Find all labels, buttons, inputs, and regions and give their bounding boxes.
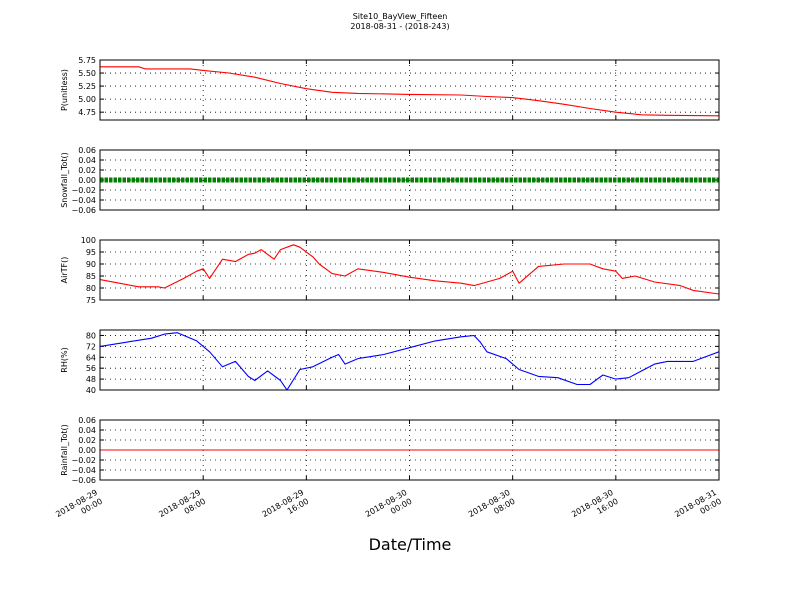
panel-4: 80 72 64 56 48 40 RH(%) xyxy=(60,329,720,395)
y-axis-label: Rainfall_Tot() xyxy=(60,424,69,476)
panels-group: 5.755.505.255.004.75P(unitless)0.060.040… xyxy=(60,56,720,485)
panel-1: 5.75 5.50 5.25 5.00 4.75 P(unitless) xyxy=(60,56,720,121)
y-tick-label: 90 xyxy=(86,260,96,269)
y-tick-label: 0.00 xyxy=(78,176,96,185)
y-tick-label: 0.04 xyxy=(78,156,96,165)
y-tick-label: −0.06 xyxy=(71,476,96,485)
y-tick-label: 5.00 xyxy=(78,95,96,104)
y-tick-label: 40 xyxy=(86,386,96,395)
y-tick-label: 80 xyxy=(86,331,96,340)
y-axis-label: AirTF() xyxy=(60,257,69,284)
series-line xyxy=(100,66,719,117)
y-tick-label: 0.02 xyxy=(78,166,96,175)
y-tick-label: 0.02 xyxy=(78,436,96,445)
panel-5: 0.060.040.020.00−0.02−0.04−0.06Rainfall_… xyxy=(60,416,720,485)
y-tick-label: 0.04 xyxy=(78,426,96,435)
y-tick-label: 0.06 xyxy=(78,416,96,425)
y-tick-label: 0.00 xyxy=(78,446,96,455)
y-tick-label: −0.04 xyxy=(71,196,96,205)
panel-frame xyxy=(99,419,720,481)
y-axis-label: Snowfall_Tot() xyxy=(60,152,69,208)
y-tick-label: 95 xyxy=(86,248,96,257)
y-tick-label: 48 xyxy=(86,375,96,384)
y-tick-label: −0.02 xyxy=(71,186,96,195)
y-tick-label: −0.02 xyxy=(71,456,96,465)
y-tick-label: 85 xyxy=(86,272,96,281)
series-line xyxy=(100,244,719,295)
x-axis-label: Date/Time xyxy=(369,535,452,554)
y-tick-label: 75 xyxy=(86,296,96,305)
y-tick-label: 5.50 xyxy=(78,69,96,78)
y-axis-label: RH(%) xyxy=(60,347,69,372)
panel-frame xyxy=(99,59,720,121)
y-axis-label: P(unitless) xyxy=(60,69,69,111)
panel-2: 0.060.040.020.00−0.02−0.04−0.06Snowfall_… xyxy=(60,146,720,215)
y-tick-label: 64 xyxy=(86,353,96,362)
y-tick-label: 72 xyxy=(86,342,96,351)
panel-frame xyxy=(99,329,720,391)
panel-frame xyxy=(99,239,720,301)
chart-subtitle: 2018-08-31 - (2018-243) xyxy=(350,22,449,31)
y-tick-label: 56 xyxy=(86,364,96,373)
y-tick-label: 5.25 xyxy=(78,82,96,91)
y-tick-label: 0.06 xyxy=(78,146,96,155)
series-line xyxy=(100,332,719,390)
y-tick-label: 5.75 xyxy=(78,56,96,65)
panel-frame xyxy=(99,149,720,211)
y-tick-label: −0.06 xyxy=(71,206,96,215)
y-tick-label: −0.04 xyxy=(71,466,96,475)
chart-title: Site10_BayView_Fifteen xyxy=(353,12,448,21)
y-tick-label: 80 xyxy=(86,284,96,293)
panel-3: 100 95 90 85 80 75 AirTF() xyxy=(60,236,720,305)
y-tick-label: 4.75 xyxy=(78,108,96,117)
y-tick-label: 100 xyxy=(81,236,96,245)
